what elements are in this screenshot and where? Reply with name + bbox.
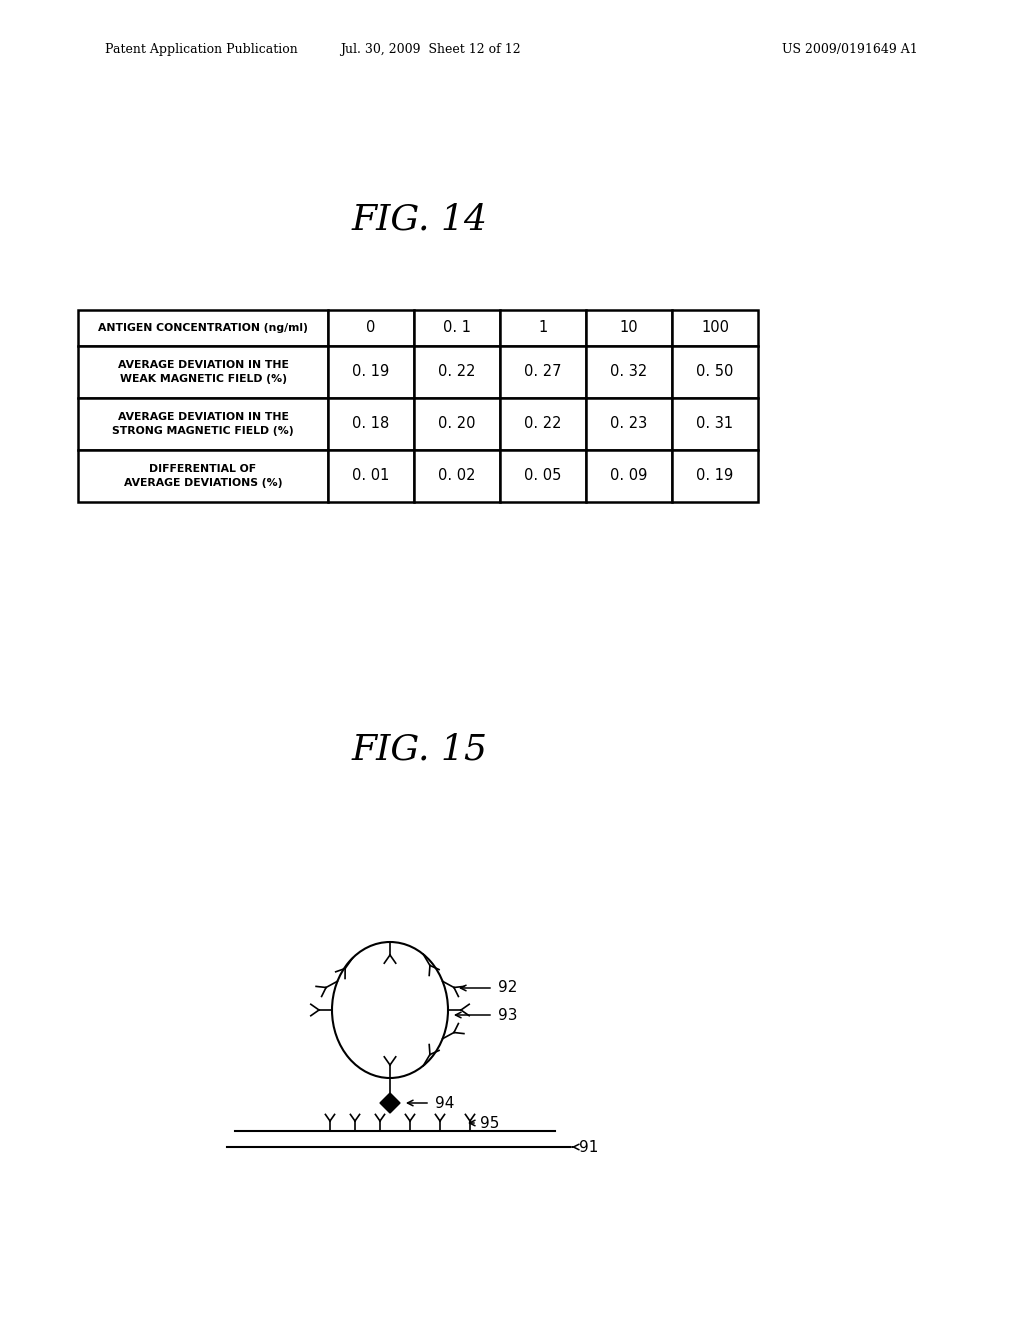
Bar [414, 310, 500, 346]
Polygon shape [380, 1093, 400, 1113]
Text: 0. 19: 0. 19 [696, 469, 733, 483]
Text: ANTIGEN CONCENTRATION (ng/ml): ANTIGEN CONCENTRATION (ng/ml) [98, 323, 308, 333]
Text: 0. 09: 0. 09 [610, 469, 648, 483]
Bar [672, 450, 758, 502]
Text: 95: 95 [480, 1115, 500, 1130]
Text: 0. 18: 0. 18 [352, 417, 389, 432]
Ellipse shape [332, 942, 449, 1078]
Text: 0. 05: 0. 05 [524, 469, 562, 483]
Bar [78, 310, 328, 346]
Bar [328, 450, 414, 502]
Bar [78, 346, 328, 399]
Bar [586, 450, 672, 502]
Text: 0. 32: 0. 32 [610, 364, 647, 380]
Text: FIG. 14: FIG. 14 [352, 203, 488, 238]
Bar [414, 450, 500, 502]
Bar [500, 346, 586, 399]
Bar [414, 346, 500, 399]
Text: 0. 01: 0. 01 [352, 469, 390, 483]
Text: 92: 92 [498, 981, 517, 995]
Text: FIG. 15: FIG. 15 [352, 733, 488, 767]
Text: AVERAGE DEVIATION IN THE
STRONG MAGNETIC FIELD (%): AVERAGE DEVIATION IN THE STRONG MAGNETIC… [113, 412, 294, 436]
Bar [328, 310, 414, 346]
Text: 0. 1: 0. 1 [443, 321, 471, 335]
Text: 0. 02: 0. 02 [438, 469, 476, 483]
Text: 0. 20: 0. 20 [438, 417, 476, 432]
Text: 0. 23: 0. 23 [610, 417, 647, 432]
Text: AVERAGE DEVIATION IN THE
WEAK MAGNETIC FIELD (%): AVERAGE DEVIATION IN THE WEAK MAGNETIC F… [118, 360, 289, 384]
Bar [500, 450, 586, 502]
Bar [586, 346, 672, 399]
Text: 0. 19: 0. 19 [352, 364, 389, 380]
Text: DIFFERENTIAL OF
AVERAGE DEVIATIONS (%): DIFFERENTIAL OF AVERAGE DEVIATIONS (%) [124, 465, 283, 488]
Bar [328, 399, 414, 450]
Text: 93: 93 [498, 1007, 517, 1023]
Text: 94: 94 [435, 1096, 455, 1110]
Bar [500, 399, 586, 450]
Text: Patent Application Publication: Patent Application Publication [105, 44, 298, 57]
Text: 0. 31: 0. 31 [696, 417, 733, 432]
Bar [672, 310, 758, 346]
Bar [586, 399, 672, 450]
Text: 100: 100 [701, 321, 729, 335]
Text: 91: 91 [579, 1139, 598, 1155]
Bar [78, 450, 328, 502]
Text: 10: 10 [620, 321, 638, 335]
Text: US 2009/0191649 A1: US 2009/0191649 A1 [782, 44, 918, 57]
Bar [672, 346, 758, 399]
Text: 1: 1 [539, 321, 548, 335]
Text: 0. 50: 0. 50 [696, 364, 733, 380]
Bar [328, 346, 414, 399]
Text: 0: 0 [367, 321, 376, 335]
Bar [672, 399, 758, 450]
Text: 0. 22: 0. 22 [524, 417, 562, 432]
Text: Jul. 30, 2009  Sheet 12 of 12: Jul. 30, 2009 Sheet 12 of 12 [340, 44, 520, 57]
Text: 0. 27: 0. 27 [524, 364, 562, 380]
Bar [586, 310, 672, 346]
Bar [500, 310, 586, 346]
Text: 0. 22: 0. 22 [438, 364, 476, 380]
Bar [414, 399, 500, 450]
Bar [78, 399, 328, 450]
